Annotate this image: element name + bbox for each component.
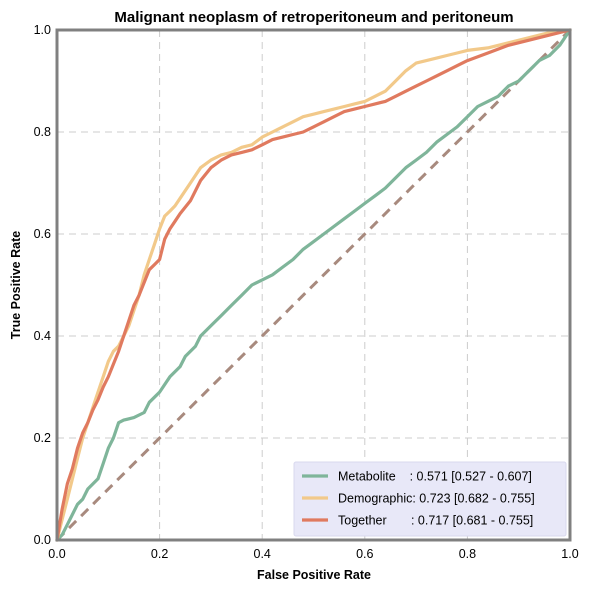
y-tick-label: 0.4: [34, 329, 51, 343]
x-tick-label: 0.8: [459, 547, 476, 561]
legend: Metabolite : 0.571 [0.527 - 0.607] Demogr…: [293, 461, 567, 537]
series-line-metabolite: [55, 28, 572, 542]
series-line-demographic: [55, 28, 572, 542]
y-tick-labels: 0.0 0.2 0.4 0.6 0.8 1.0: [34, 23, 51, 547]
x-axis-label: False Positive Rate: [257, 568, 371, 582]
y-tick-label: 0.2: [34, 431, 51, 445]
plot-frame: [55, 28, 572, 542]
series-line-together: [55, 28, 572, 542]
y-tick-label: 1.0: [34, 23, 51, 37]
legend-auc-text: 0.723 [0.682 - 0.755]: [416, 492, 535, 506]
legend-entry: Together : 0.717 [0.681 - 0.755]: [338, 514, 533, 528]
legend-auc-text: : 0.571 [0.527 - 0.607]: [396, 470, 532, 484]
legend-entry: Metabolite : 0.571 [0.527 - 0.607]: [338, 470, 532, 484]
series-layer: [55, 28, 572, 542]
legend-series-name: Demographic:: [338, 492, 416, 506]
x-tick-label: 0.2: [151, 547, 168, 561]
legend-auc-text: : 0.717 [0.681 - 0.755]: [387, 514, 534, 528]
y-axis-label: True Positive Rate: [9, 231, 23, 339]
x-tick-label: 1.0: [561, 547, 578, 561]
legend-series-name: Together: [338, 514, 387, 528]
y-tick-label: 0.8: [34, 125, 51, 139]
legend-series-name: Metabolite: [338, 470, 396, 484]
legend-entry: Demographic: 0.723 [0.682 - 0.755]: [338, 492, 535, 506]
x-tick-labels: 0.0 0.2 0.4 0.6 0.8 1.0: [48, 547, 578, 561]
legend-box: [293, 461, 567, 537]
x-tick-label: 0.0: [48, 547, 65, 561]
chart-title: Malignant neoplasm of retroperitoneum an…: [114, 9, 513, 26]
x-tick-label: 0.6: [356, 547, 373, 561]
y-tick-label: 0.6: [34, 227, 51, 241]
x-tick-label: 0.4: [254, 547, 271, 561]
y-tick-label: 0.0: [34, 533, 51, 547]
chance-line: [55, 28, 572, 542]
